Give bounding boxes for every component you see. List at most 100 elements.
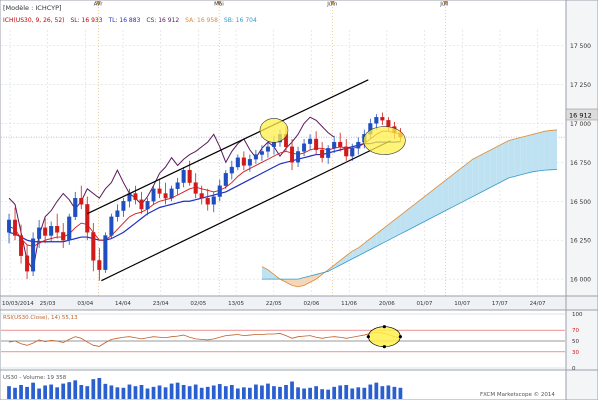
- cloud-segment-8: [310, 274, 317, 283]
- volume-bar-13: [85, 386, 90, 399]
- cloud-segment-28: [430, 187, 437, 219]
- price-tick-label-4: 17 000: [570, 121, 591, 128]
- rsi-tick-label-1: 30: [572, 350, 579, 356]
- cloud-segment-34: [466, 159, 473, 200]
- chart-title: [Modèle : ICHCYP]: [3, 4, 62, 12]
- rsi-tick-label-0: 0: [572, 366, 576, 372]
- candle-body-35: [217, 185, 222, 197]
- volume-bar-39: [241, 387, 246, 399]
- candle-body-37: [229, 166, 234, 174]
- month-label-3: Juil: [439, 2, 449, 8]
- candle-body-52: [320, 149, 325, 158]
- volume-bar-57: [350, 388, 355, 399]
- candle-body-56: [344, 146, 349, 157]
- cloud-segment-39: [496, 143, 503, 185]
- footer-copyright: FXCM Marketscope © 2014: [480, 391, 555, 398]
- candle-body-15: [97, 260, 102, 270]
- rsi-tick-label-2: 50: [572, 339, 579, 345]
- rsi-tick-label-3: 70: [572, 328, 579, 334]
- senkou-b-line: [261, 169, 558, 280]
- cloud-segment-7: [304, 275, 311, 286]
- candle-body-27: [169, 188, 174, 199]
- rsi-highlight-handle-2: [366, 335, 370, 339]
- volume-bar-48: [296, 387, 300, 399]
- channel-lower-line: [101, 140, 391, 282]
- volume-bar-41: [254, 384, 258, 399]
- month-marker-0: [96, 1, 102, 5]
- cloud-segment-47: [544, 130, 551, 171]
- candle-body-54: [332, 141, 337, 149]
- date-tick-label-3: 14/04: [115, 301, 131, 307]
- date-tick-label-1: 25/03: [40, 301, 56, 307]
- date-tick-label-0: 10/03/2014: [2, 301, 34, 307]
- cloud-segment-19: [376, 229, 383, 247]
- cloud-segment-4: [286, 279, 293, 286]
- senkou-a-line: [261, 129, 558, 288]
- legend-cs: CS: 16 912: [146, 17, 179, 24]
- volume-bar-42: [260, 385, 264, 399]
- date-tick-label-2: 03/04: [77, 301, 93, 307]
- cloud-segment-41: [508, 138, 515, 178]
- cloud-segment-30: [442, 177, 449, 213]
- cloud-segment-45: [532, 132, 539, 172]
- candle-body-8: [55, 226, 60, 233]
- volume-bar-12: [79, 385, 84, 399]
- candle-body-38: [235, 157, 240, 168]
- cloud-segment-29: [436, 182, 443, 216]
- date-tick-label-9: 11/06: [341, 301, 357, 307]
- volume-bar-30: [187, 386, 192, 399]
- candle-body-34: [211, 196, 216, 205]
- cloud-segment-46: [538, 131, 545, 171]
- volume-bar-9: [61, 383, 66, 399]
- cloud-segment-6: [298, 277, 305, 287]
- legend-sb: SB: 16 704: [224, 17, 257, 24]
- volume-bar-47: [290, 381, 294, 399]
- price-panel[interactable]: [0, 0, 567, 297]
- rsi-indicator: 0 30 50 70 100: [1, 312, 583, 372]
- cloud-segment-43: [520, 135, 527, 175]
- volume-indicator: [7, 378, 403, 399]
- volume-bar-23: [145, 388, 150, 399]
- date-tick-label-13: 17/07: [492, 301, 508, 307]
- candle-body-1: [13, 219, 18, 236]
- month-marker-1: [216, 1, 222, 5]
- cloud-segment-35: [472, 156, 479, 197]
- cloud-segment-40: [502, 140, 509, 182]
- volume-bar-60: [368, 384, 373, 399]
- volume-bar-35: [217, 384, 222, 399]
- candle-body-28: [175, 182, 180, 189]
- candle-body-13: [85, 204, 90, 233]
- candle-body-4: [31, 238, 36, 272]
- volume-bar-36: [223, 386, 228, 399]
- volume-bar-28: [175, 382, 180, 399]
- candle-body-21: [133, 193, 138, 200]
- cloud-segment-13: [340, 255, 347, 266]
- volume-bar-1: [13, 387, 17, 399]
- candle-body-47: [290, 146, 295, 163]
- volume-bar-19: [121, 387, 126, 399]
- rsi-axis: [565, 309, 598, 371]
- candle-body-19: [121, 201, 126, 211]
- cloud-segment-37: [484, 149, 491, 191]
- volume-bar-49: [302, 388, 306, 399]
- volume-bar-50: [308, 387, 312, 399]
- volume-bar-24: [151, 386, 156, 399]
- volume-bar-32: [199, 387, 204, 399]
- candle-body-63: [386, 120, 391, 127]
- month-marker-2: [329, 1, 335, 5]
- ichimoku-cloud: [261, 129, 557, 287]
- rsi-panel[interactable]: [0, 309, 567, 371]
- volume-bar-7: [49, 384, 54, 399]
- cloud-segment-48: [550, 129, 557, 170]
- volume-bar-6: [43, 385, 48, 399]
- rsi-label: RSI(US30.Close), 14) 55,13: [3, 315, 78, 321]
- volume-bar-54: [332, 386, 337, 399]
- candle-body-61: [374, 117, 379, 124]
- candle-body-2: [19, 235, 24, 256]
- volume-bar-14: [91, 379, 96, 399]
- date-axis-corner: [565, 295, 598, 311]
- cloud-segment-20: [382, 224, 389, 244]
- rsi-line: [8, 331, 401, 347]
- volume-bar-38: [235, 388, 240, 399]
